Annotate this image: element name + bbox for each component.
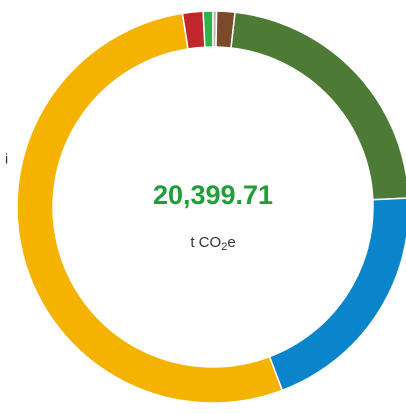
donut-segment xyxy=(16,12,284,404)
donut-segment xyxy=(268,197,406,392)
center-unit: t CO2e xyxy=(190,234,235,253)
side-label: i xyxy=(5,151,8,167)
unit-part: t CO xyxy=(190,234,221,251)
unit-subscript: 2 xyxy=(221,241,227,253)
donut-segment xyxy=(202,10,214,48)
donut-segment xyxy=(230,11,406,201)
segments xyxy=(16,10,406,404)
center-value: 20,399.71 xyxy=(153,180,273,210)
unit-part: e xyxy=(227,234,235,251)
